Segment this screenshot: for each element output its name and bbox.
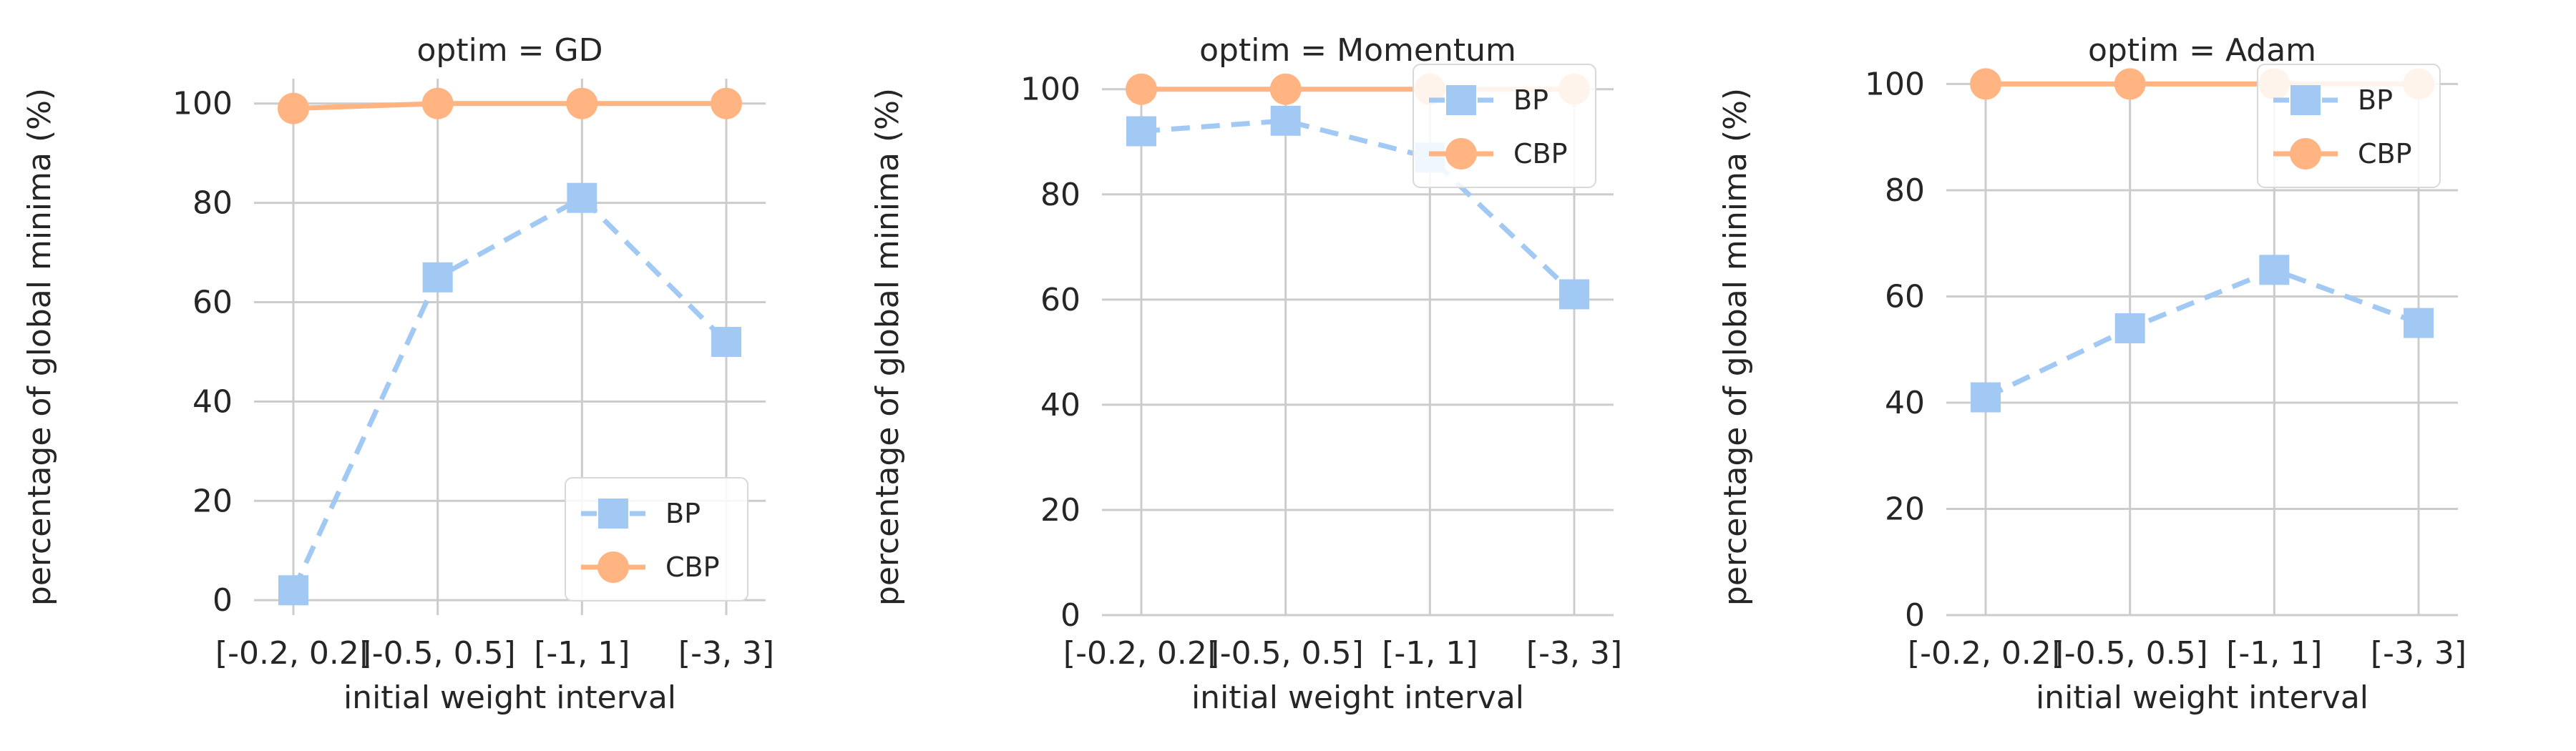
x-tick-label: [-0.2, 0.2]: [1063, 635, 1219, 672]
legend: BP CBP: [2257, 64, 2441, 188]
x-tick-label: [-0.2, 0.2]: [215, 635, 371, 672]
x-tick-label: [-1, 1]: [1382, 635, 1478, 672]
marker-bp-3: [2259, 255, 2290, 285]
y-tick-label: 80: [192, 185, 233, 222]
y-tick-label: 20: [192, 483, 233, 519]
x-tick-label: [-3, 3]: [678, 635, 774, 672]
series-line-bp: [291, 195, 728, 592]
legend-marker-bp: [1446, 85, 1476, 115]
marker-bp-3: [567, 182, 597, 213]
series-line-bp: [1984, 267, 2420, 400]
marker-cbp-1: [1970, 68, 2001, 100]
y-axis-label: percentage of global minima (%): [1717, 88, 1754, 606]
x-tick-label: [-0.5, 0.5]: [2052, 635, 2208, 672]
x-tick-label: [-1, 1]: [2226, 635, 2322, 672]
marker-bp-1: [1126, 116, 1156, 147]
legend-marker-cbp: [597, 551, 629, 583]
y-tick-label: 80: [1040, 177, 1080, 213]
y-tick-label: 20: [1885, 491, 1925, 527]
series-line-bp: [1141, 118, 1576, 297]
x-axis-label: initial weight interval: [343, 679, 676, 716]
legend: BP CBP: [565, 477, 748, 602]
marker-cbp-1: [278, 92, 309, 124]
series-line-cbp: [293, 101, 726, 112]
x-tick-label: [-0.5, 0.5]: [1208, 635, 1364, 672]
y-tick-label: 0: [1905, 597, 1925, 634]
legend-marker-cbp: [1445, 138, 1477, 170]
legend-frame: [2257, 64, 2441, 188]
marker-bp-4: [2404, 308, 2434, 338]
legend-frame: [565, 477, 748, 602]
legend-label-bp: BP: [1513, 84, 1548, 116]
x-tick-label: [-1, 1]: [534, 635, 630, 672]
y-tick-label: 100: [1020, 72, 1080, 108]
y-tick-label: 80: [1885, 172, 1925, 209]
y-tick-label: 100: [172, 86, 233, 122]
legend-label-cbp: CBP: [1513, 138, 1568, 170]
y-tick-label: 40: [1040, 387, 1080, 423]
legend-label-bp: BP: [2358, 84, 2393, 116]
x-tick-label: [-0.2, 0.2]: [1908, 635, 2064, 672]
marker-bp-4: [711, 327, 741, 358]
marker-bp-1: [278, 575, 308, 606]
legend: BP CBP: [1413, 64, 1596, 188]
y-tick-label: 20: [1040, 492, 1080, 529]
y-axis-label: percentage of global minima (%): [21, 88, 58, 606]
subplot-title: optim = GD: [416, 32, 602, 69]
marker-cbp-4: [711, 87, 742, 119]
x-tick-label: [-3, 3]: [2371, 635, 2467, 672]
legend-marker-bp: [2290, 85, 2321, 115]
marker-cbp-3: [566, 87, 598, 119]
x-axis-label: initial weight interval: [2036, 679, 2368, 716]
subplot-3: 0 20 40 60 80 100 [-0.2, 0.2][-0.5, 0.5] [-1, 1…: [1717, 32, 2467, 716]
y-tick-label: 40: [192, 383, 233, 420]
subplot-1: 0 20 40 60 80 100 [-0.2, 0.2][-0.5, 0.5] [-1, 1…: [21, 32, 774, 716]
marker-bp-2: [1270, 105, 1301, 136]
x-tick-label: [-0.5, 0.5]: [360, 635, 516, 672]
subplot-title: optim = Momentum: [1199, 32, 1516, 69]
marker-bp-2: [422, 262, 453, 293]
subplot-2: 0 20 40 60 80 100 [-0.2, 0.2][-0.5, 0.5] [-1, 1…: [869, 32, 1622, 716]
marker-bp-4: [1559, 279, 1589, 310]
y-axis-label: percentage of global minima (%): [869, 88, 906, 606]
legend-frame: [1413, 64, 1596, 188]
legend-marker-bp: [598, 499, 628, 529]
y-tick-label: 0: [213, 582, 233, 619]
marker-cbp-1: [1126, 73, 1157, 105]
x-axis-label: initial weight interval: [1191, 679, 1524, 716]
y-tick-label: 60: [1040, 282, 1080, 318]
marker-bp-2: [2114, 313, 2145, 344]
marker-cbp-2: [1269, 73, 1302, 105]
legend-label-cbp: CBP: [665, 551, 720, 583]
legend-marker-cbp: [2290, 138, 2321, 170]
legend-label-cbp: CBP: [2358, 138, 2412, 170]
y-tick-label: 60: [1885, 278, 1925, 315]
subplot-title: optim = Adam: [2088, 32, 2316, 69]
y-tick-label: 100: [1865, 66, 1925, 102]
marker-bp-1: [1971, 382, 2001, 413]
y-tick-label: 0: [1060, 597, 1080, 634]
y-tick-label: 60: [192, 285, 233, 321]
legend-label-bp: BP: [665, 498, 701, 529]
marker-cbp-2: [421, 87, 454, 119]
marker-cbp-2: [2114, 68, 2146, 100]
x-tick-label: [-3, 3]: [1526, 635, 1622, 672]
y-tick-label: 40: [1885, 385, 1925, 421]
